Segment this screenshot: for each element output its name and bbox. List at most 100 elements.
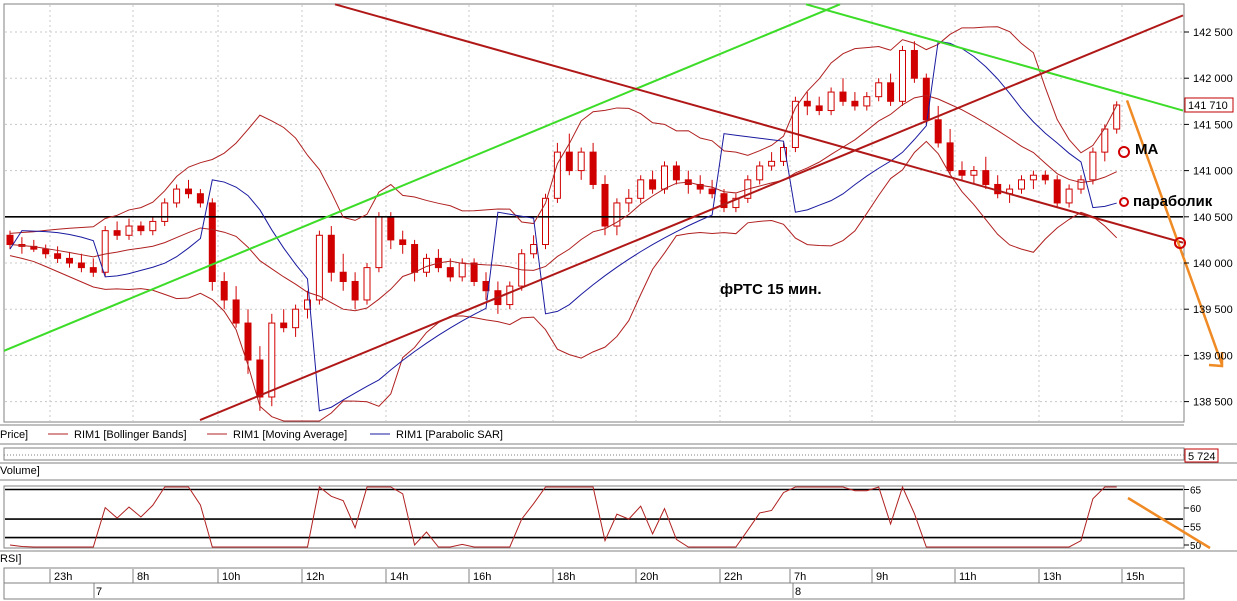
candle-body [1041,174,1049,181]
candle-body [161,202,169,222]
candle-body [1018,179,1025,190]
candle-body [173,188,181,204]
candle-body [89,267,97,273]
candle-body [232,299,240,324]
red-resistance-line [334,3,1184,244]
candle-body [375,216,383,269]
candle-body [958,170,966,176]
price-tick-label: 141 500 [1193,119,1233,131]
time-tick-label: 14h [390,571,408,583]
time-tick-label: 20h [640,571,658,583]
candle-body [589,151,597,185]
time-tick-label: 9h [876,571,888,583]
time-axis-labels: 23h 8h 10h 12h 14h 16h 18h 20h 22h 7h 9h 11h 13h 15h 7… [49,569,1144,598]
candle-body [649,179,657,190]
candle-body [553,151,561,199]
time-tick-label: 18h [557,571,575,583]
time-tick-label: 7h [794,571,806,583]
candle-body [387,216,395,241]
candle-body [363,267,371,301]
time-tick-label: 16h [473,571,491,583]
candle-body [6,234,14,246]
candle-body [220,280,228,301]
candle-body [839,91,847,102]
candle-body [982,170,990,185]
candle-body [803,100,811,107]
candle-body [910,49,918,79]
candle-body [113,230,121,236]
candle-body [815,105,823,112]
candle-body [137,225,145,232]
candle-body [149,220,157,232]
candle-body [613,202,621,227]
candle-body [875,82,883,98]
bollinger-lower [9,140,1118,422]
last-price-box [1184,97,1234,113]
price-panel-frame [3,3,1185,423]
candle-body [339,271,347,282]
price-tick-label: 140 000 [1193,258,1233,270]
candle-body [315,234,323,301]
candle-body [672,165,680,181]
time-tick-label: 15h [1126,571,1144,583]
candle-body [708,188,716,195]
candle-body [268,322,276,398]
date-tick-label: 7 [96,586,102,598]
instrument-label: фРТС 15 мин. [720,281,822,298]
rsi-forecast-arrow [1127,496,1211,550]
candle-body [756,165,764,181]
candle-body [899,49,906,102]
candle-body [125,225,133,236]
candle-body [696,183,704,190]
candle-body [77,262,85,269]
candle-body [625,197,633,204]
candle-body [458,262,466,278]
candle-body [256,359,264,398]
candle-body [768,160,776,167]
price-tick-label: 142 000 [1193,73,1233,85]
candle-body [280,322,288,329]
candle-body [423,257,430,273]
rsi-panel: 65 60 55 50 [5,486,1211,552]
candle-body [970,170,978,176]
sar-label: параболик [1133,193,1213,210]
candle-body [791,100,799,149]
candle-body [887,82,895,102]
time-tick-label: 22h [724,571,742,583]
rsi-label: RSI] [0,553,21,565]
candle-body [208,202,216,282]
candle-body [196,193,204,204]
candle-body [946,142,954,172]
ma-label: МА [1135,141,1158,158]
candle-body [1065,188,1073,204]
price-grid [5,5,1183,421]
candle-body [470,262,478,282]
volume-panel-frame [3,447,1185,461]
time-tick-label: 23h [54,571,72,583]
green-channel-upper [805,3,1184,112]
candle-body [54,253,62,259]
time-tick-label: 13h [1043,571,1061,583]
candle-body [506,285,514,306]
date-tick-label: 8 [795,586,801,598]
candle-body [732,197,740,209]
candle-body [292,308,300,329]
ma-marker [1118,146,1130,158]
candle-body [304,299,311,310]
legend-price: Price] [0,429,28,441]
candle-body [601,183,609,227]
candle-body [780,147,787,162]
legend-sar: RIM1 [Parabolic SAR] [396,429,503,441]
candle-body [542,197,549,246]
candle-body [827,91,835,112]
candle-body [399,239,407,246]
candle-body [720,193,728,209]
price-tick-label: 138 500 [1193,397,1233,409]
candle-body [327,234,335,273]
candles [6,41,1121,411]
time-tick-label: 10h [222,571,240,583]
candle-body [565,151,573,172]
candle-body [244,322,252,361]
candle-body [661,165,668,190]
candle-body [1053,179,1061,204]
